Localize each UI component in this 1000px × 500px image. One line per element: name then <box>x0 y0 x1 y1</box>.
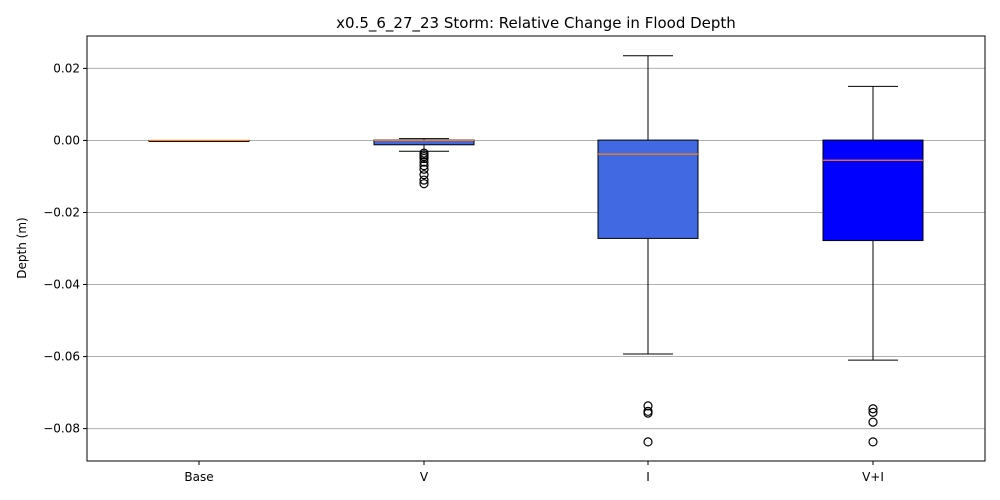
y-axis-label: Depth (m) <box>15 217 29 278</box>
y-tick-label: −0.02 <box>43 205 80 219</box>
outlier-point <box>643 401 653 411</box>
outlier-point <box>419 164 429 174</box>
outlier-point <box>419 153 429 164</box>
grid-lines <box>87 67 985 430</box>
plot-frame <box>86 35 986 462</box>
y-tick-label: 0.02 <box>53 61 80 75</box>
outlier-point <box>868 417 878 427</box>
box-iqr <box>597 139 699 239</box>
x-ticks: Base V I V+I <box>184 461 884 484</box>
outlier-point <box>419 179 429 189</box>
outlier-point <box>419 170 429 180</box>
box-4 <box>822 85 924 447</box>
outlier-point <box>419 161 429 171</box>
y-tick-label: −0.04 <box>43 278 80 292</box>
outlier-point <box>868 407 878 417</box>
box-2 <box>373 138 475 189</box>
boxes-group <box>148 55 924 447</box>
x-tick-label: V <box>420 470 429 484</box>
outlier-point <box>419 157 429 167</box>
y-tick-label: 0.00 <box>53 133 80 147</box>
outlier-point <box>868 437 878 447</box>
box-1 <box>148 139 250 142</box>
outlier-point <box>868 404 878 414</box>
box-iqr <box>822 139 924 242</box>
y-tick-label: −0.06 <box>43 350 80 364</box>
x-tick-label: Base <box>184 470 213 484</box>
x-tick-label: V+I <box>862 470 884 484</box>
x-tick-label: I <box>646 470 650 484</box>
outlier-point <box>643 408 653 418</box>
y-tick-label: −0.08 <box>43 422 80 436</box>
chart-title: x0.5_6_27_23 Storm: Relative Change in F… <box>336 14 736 33</box>
outlier-point <box>643 406 653 416</box>
outlier-point <box>419 175 429 185</box>
box-3 <box>597 55 699 447</box>
y-ticks: 0.02 0.00 −0.02 −0.04 −0.06 −0.08 <box>43 61 87 436</box>
outlier-point <box>643 437 653 447</box>
